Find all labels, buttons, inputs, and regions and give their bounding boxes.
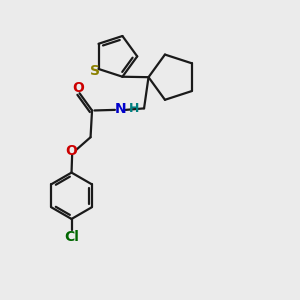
Text: S: S xyxy=(90,64,100,78)
Text: N: N xyxy=(115,102,126,116)
Text: O: O xyxy=(66,145,77,158)
Text: Cl: Cl xyxy=(64,230,79,244)
Text: O: O xyxy=(72,81,84,95)
Text: H: H xyxy=(128,102,139,115)
